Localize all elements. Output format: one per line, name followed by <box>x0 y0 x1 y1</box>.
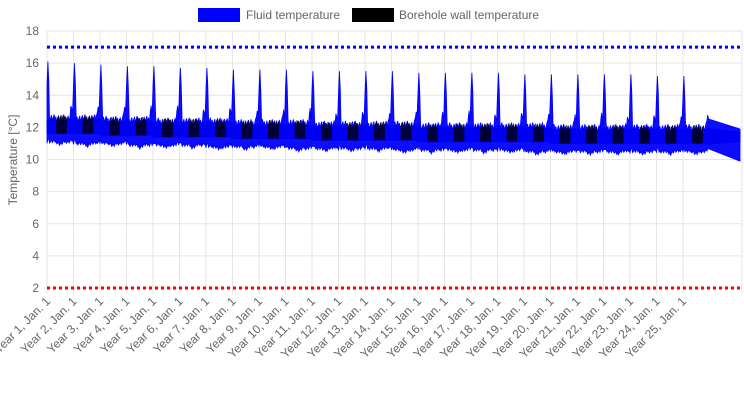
y-tick-label: 14 <box>26 88 40 102</box>
y-axis-ticks: 2 4 6 8 10 12 14 16 18 <box>26 24 40 295</box>
y-tick-label: 16 <box>26 56 40 70</box>
legend-swatch-fluid[interactable] <box>198 8 240 22</box>
y-tick-label: 8 <box>32 185 39 199</box>
y-tick-label: 6 <box>32 217 39 231</box>
grid <box>46 30 743 294</box>
series-fluid-temperature <box>46 61 741 162</box>
y-tick-label: 12 <box>26 120 40 134</box>
legend: Fluid temperature Borehole wall temperat… <box>198 8 539 22</box>
legend-swatch-borehole[interactable] <box>352 8 394 22</box>
legend-label-borehole[interactable]: Borehole wall temperature <box>399 8 539 22</box>
y-axis-title: Temperature [°C] <box>6 115 20 206</box>
y-tick-label: 18 <box>26 24 40 38</box>
plot-area <box>46 45 742 290</box>
y-tick-label: 2 <box>32 281 39 295</box>
y-tick-label: 4 <box>32 249 39 263</box>
legend-label-fluid[interactable]: Fluid temperature <box>246 8 340 22</box>
y-tick-label: 10 <box>26 153 40 167</box>
